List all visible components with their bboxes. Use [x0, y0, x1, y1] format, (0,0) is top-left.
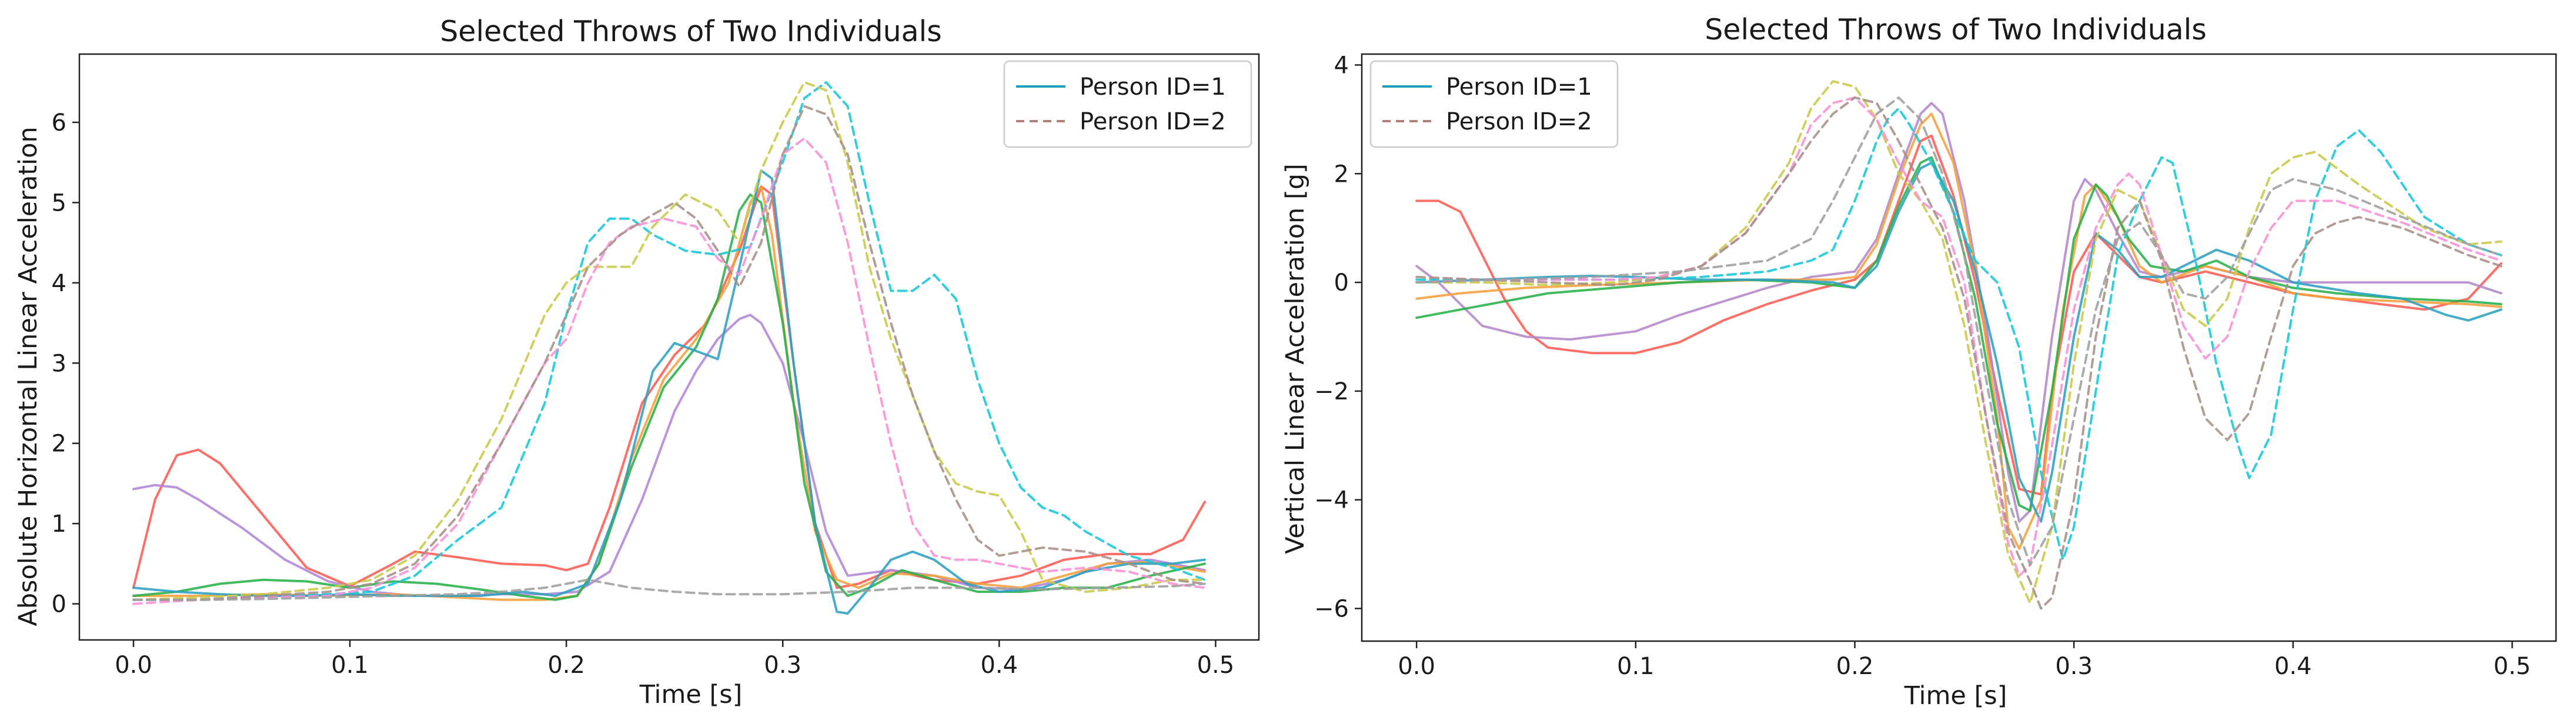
- x-tick-label: 0.5: [1197, 652, 1235, 679]
- y-tick-label: 4: [1334, 52, 1349, 79]
- series-line-person-2: [1415, 96, 2503, 578]
- x-tick-label: 0.2: [1836, 653, 1874, 680]
- plot-area: [132, 81, 1206, 615]
- series-line-person-2: [132, 137, 1206, 605]
- legend-box: [1369, 60, 1619, 148]
- x-tick-label: 0.4: [2274, 653, 2312, 680]
- x-tick-label: 0.5: [2494, 653, 2531, 680]
- series-line-person-1: [132, 193, 1206, 601]
- legend-label: Person ID=2: [1080, 108, 1226, 135]
- series-line-person-1: [1415, 161, 2503, 523]
- y-tick-label: 0: [52, 591, 66, 618]
- y-tick-label: −6: [1314, 596, 1349, 623]
- axes: 0.0 0.1 0.2 0.3 0.4 0.5 −6 −4 −2 0 2 4: [1314, 52, 2531, 680]
- series-line-person-1: [132, 185, 1206, 589]
- series-line-person-2: [1415, 96, 2503, 610]
- series-line-person-1: [1415, 156, 2503, 512]
- y-tick-label: 3: [52, 350, 66, 377]
- y-tick-label: 5: [52, 189, 66, 216]
- x-tick-label: 0.0: [1398, 653, 1435, 680]
- x-axis-label: Time [s]: [639, 680, 743, 709]
- series-line-person-2: [1415, 96, 2503, 566]
- chart-title: Selected Throws of Two Individuals: [1705, 13, 2207, 46]
- y-tick-label: 2: [1334, 161, 1349, 188]
- series-line-person-2: [132, 578, 1206, 601]
- series-line-person-2: [132, 81, 1206, 601]
- series-line-person-1: [1415, 102, 2503, 523]
- axes-frame: [78, 53, 1260, 641]
- y-axis-label: Vertical Linear Acceleration [g]: [1281, 164, 1310, 554]
- x-tick-label: 0.4: [980, 652, 1018, 679]
- x-tick-label: 0.2: [547, 652, 585, 679]
- legend-label: Person ID=1: [1446, 74, 1592, 101]
- y-tick-label: 4: [52, 270, 66, 297]
- x-tick-label: 0.1: [1617, 653, 1655, 680]
- x-tick-label: 0.3: [764, 652, 801, 679]
- series-line-person-2: [132, 81, 1206, 601]
- axes-frame: [1361, 53, 2557, 642]
- legend: Person ID=1 Person ID=2: [1369, 60, 1619, 148]
- y-axis-label: Absolute Horizontal Linear Acceleration: [14, 126, 43, 626]
- legend-label: Person ID=1: [1080, 74, 1226, 101]
- series-line-person-1: [1415, 134, 2503, 496]
- y-tick-label: 2: [52, 431, 66, 458]
- series-line-person-2: [1415, 80, 2503, 605]
- series-line-person-1: [132, 185, 1206, 601]
- y-tick-label: 0: [1334, 269, 1349, 296]
- x-tick-label: 0.0: [115, 652, 152, 679]
- series-line-person-2: [132, 105, 1206, 601]
- legend-label: Person ID=2: [1446, 108, 1592, 135]
- chart-title: Selected Throws of Two Individuals: [440, 15, 942, 48]
- plot-area: [1415, 80, 2503, 610]
- x-tick-label: 0.3: [2055, 653, 2093, 680]
- legend-box: [1003, 60, 1252, 148]
- axes: 0.0 0.1 0.2 0.3 0.4 0.5 0 1 2 3 4 5 6: [52, 109, 1235, 679]
- subplot-vertical-acceleration: Selected Throws of Two Individuals Time …: [1281, 13, 2557, 711]
- subplot-horizontal-acceleration: Selected Throws of Two Individuals Time …: [14, 15, 1260, 709]
- y-tick-label: 1: [52, 511, 66, 538]
- y-tick-label: −2: [1314, 378, 1349, 405]
- y-tick-label: 6: [52, 109, 66, 136]
- y-tick-label: −4: [1314, 487, 1349, 514]
- x-tick-label: 0.1: [331, 652, 369, 679]
- legend: Person ID=1 Person ID=2: [1003, 60, 1252, 148]
- x-axis-label: Time [s]: [1904, 681, 2007, 711]
- series-line-person-1: [132, 314, 1206, 597]
